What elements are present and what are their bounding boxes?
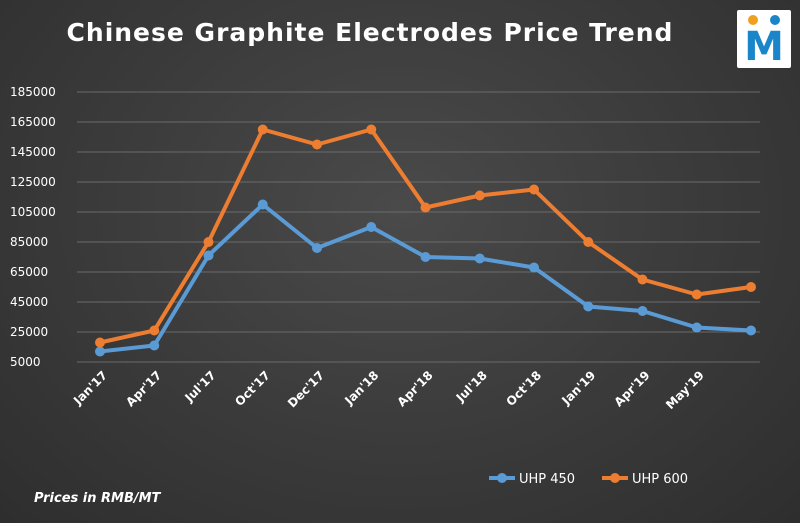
data-point [366, 222, 377, 232]
y-tick-label: 65000 [10, 265, 48, 279]
series-line [98, 127, 753, 345]
y-tick-label: 185000 [10, 85, 56, 99]
x-tick-label: May'19 [663, 368, 707, 412]
data-point [312, 139, 322, 150]
y-tick-label: 5000 [10, 355, 41, 369]
x-tick-label: Apr'18 [394, 368, 435, 409]
data-point [746, 325, 756, 336]
data-point [529, 262, 539, 273]
legend-swatch-marker [610, 473, 620, 483]
legend-label: UHP 600 [632, 472, 688, 487]
data-point [474, 190, 485, 201]
data-point [312, 243, 322, 253]
logo-dot-left [748, 15, 758, 25]
brand-logo: M [737, 10, 791, 68]
y-tick-label: 105000 [10, 205, 56, 219]
data-point [203, 237, 214, 247]
y-tick-label: 85000 [10, 235, 48, 249]
legend-swatch-marker [497, 473, 507, 483]
data-point [257, 199, 268, 210]
series-line [98, 202, 753, 354]
data-point [474, 253, 485, 264]
data-point [149, 340, 160, 351]
data-point [149, 325, 160, 336]
x-tick-label: Jul'18 [453, 368, 490, 405]
y-tick-label: 25000 [10, 325, 48, 339]
data-point [691, 289, 702, 300]
chart-title: Chinese Graphite Electrodes Price Trend [66, 18, 674, 47]
y-tick-label: 145000 [10, 145, 56, 159]
x-tick-label: Jan'18 [341, 368, 381, 408]
data-point [95, 337, 105, 348]
data-point [366, 124, 377, 135]
data-point [637, 306, 648, 316]
data-point [203, 250, 214, 261]
data-point [529, 184, 539, 195]
logo-icon: M [744, 15, 784, 68]
logo-letter: M [744, 24, 784, 68]
data-point [637, 274, 648, 285]
x-tick-label: Dec'17 [285, 368, 327, 410]
x-tick-label: Jan'19 [558, 368, 598, 408]
x-tick-label: Oct'17 [232, 368, 273, 409]
data-point [583, 237, 594, 247]
data-point [691, 322, 702, 333]
y-tick-label: 165000 [10, 115, 56, 129]
data-point [583, 301, 594, 312]
units-note: Prices in RMB/MT [34, 491, 161, 506]
data-point [257, 124, 268, 135]
legend-label: UHP 450 [519, 472, 575, 487]
x-tick-label: Jan'17 [70, 368, 110, 408]
data-point [420, 252, 431, 262]
y-tick-label: 45000 [10, 295, 48, 309]
data-point [95, 346, 105, 357]
data-point [746, 282, 756, 292]
x-tick-label: Oct'18 [504, 368, 545, 409]
y-tick-label: 125000 [10, 175, 56, 189]
x-tick-label: Apr'19 [611, 368, 652, 409]
logo-dot-right [770, 15, 780, 25]
x-tick-label: Apr'17 [123, 368, 164, 409]
data-point [420, 202, 431, 213]
x-tick-label: Jul'17 [181, 368, 218, 405]
